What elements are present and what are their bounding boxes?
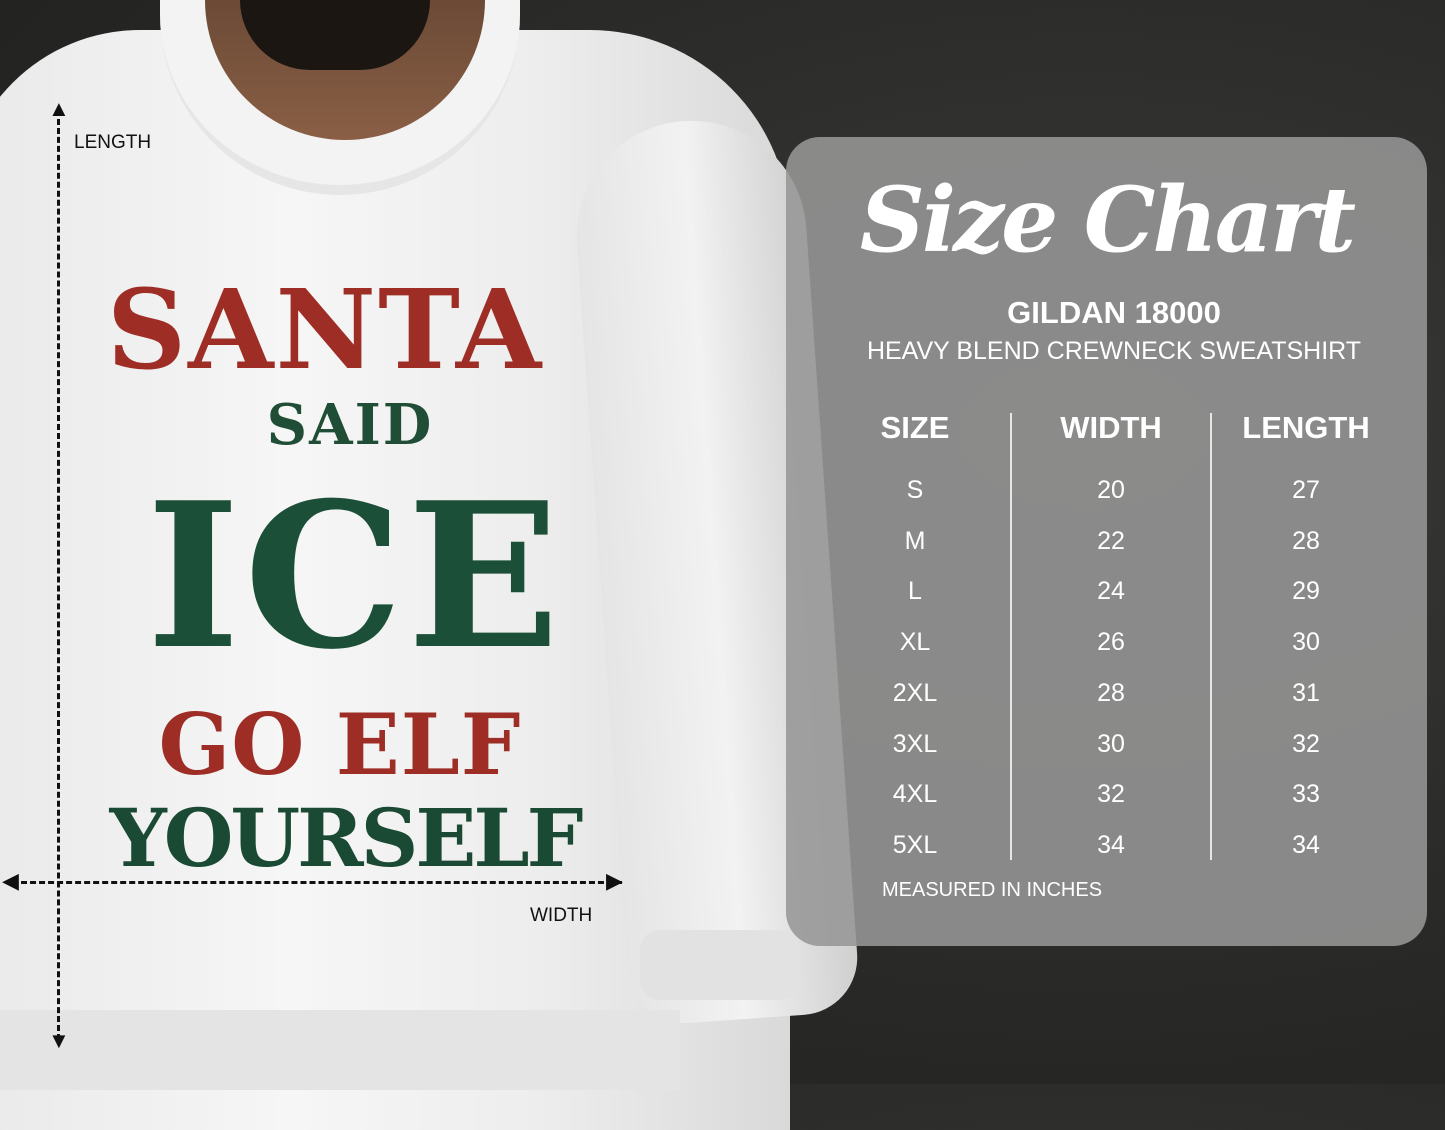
model-beard (240, 0, 430, 70)
cell-length: 29 (1292, 577, 1320, 606)
cell-length: 31 (1292, 678, 1320, 707)
cell-size: 5XL (892, 830, 938, 859)
arrow-right-icon: ▶ (606, 868, 623, 893)
design-santa: SANTA (106, 265, 544, 394)
cell-size: M (904, 526, 926, 555)
size-chart-title: Size Chart (859, 167, 1356, 273)
length-label: LENGTH (74, 132, 152, 153)
arrow-up-icon: ▲ (48, 96, 70, 121)
design-yourself: YOURSELF (109, 791, 584, 885)
width-dashed-line (12, 881, 622, 884)
cell-length: 33 (1292, 780, 1320, 809)
width-label: WIDTH (530, 905, 593, 926)
product-model: GILDAN 18000 (1007, 295, 1221, 330)
cell-length: 27 (1292, 476, 1320, 504)
column-divider (1010, 413, 1012, 860)
sweatshirt-hem (0, 1010, 680, 1090)
cell-width: 30 (1097, 729, 1125, 758)
column-divider (1210, 413, 1212, 860)
sweatshirt-cuff (640, 930, 800, 1000)
units-note: MEASURED IN INCHES (882, 879, 1103, 901)
design-ice: ICE (146, 459, 564, 694)
cell-size: 4XL (892, 780, 938, 809)
cell-width: 22 (1097, 526, 1125, 555)
arrow-left-icon: ◀ (2, 868, 19, 893)
length-dashed-line (57, 110, 60, 1040)
cell-size: S (906, 476, 924, 504)
cell-size: L (908, 577, 922, 606)
cell-width: 34 (1097, 830, 1125, 859)
cell-width: 20 (1097, 476, 1125, 504)
cell-width: 28 (1097, 678, 1125, 707)
cell-width: 32 (1097, 780, 1125, 809)
size-chart-panel (786, 137, 1427, 946)
cell-length: 32 (1292, 729, 1320, 758)
design-go-elf: GO ELF (158, 695, 522, 794)
cell-size: XL (899, 628, 931, 657)
cell-size: 2XL (892, 678, 938, 707)
cell-width: 24 (1097, 577, 1125, 606)
design-said: SAID (266, 392, 434, 458)
column-header-size: SIZE (880, 410, 950, 445)
arrow-down-icon: ▼ (48, 1028, 70, 1053)
cell-length: 34 (1292, 830, 1320, 859)
cell-length: 28 (1292, 526, 1320, 555)
cell-size: 3XL (892, 729, 938, 758)
cell-length: 30 (1292, 628, 1320, 657)
cell-width: 26 (1097, 628, 1125, 657)
product-description: HEAVY BLEND CREWNECK SWEATSHIRT (866, 337, 1362, 365)
column-header-length: LENGTH (1242, 410, 1370, 445)
column-header-width: WIDTH (1060, 410, 1162, 445)
